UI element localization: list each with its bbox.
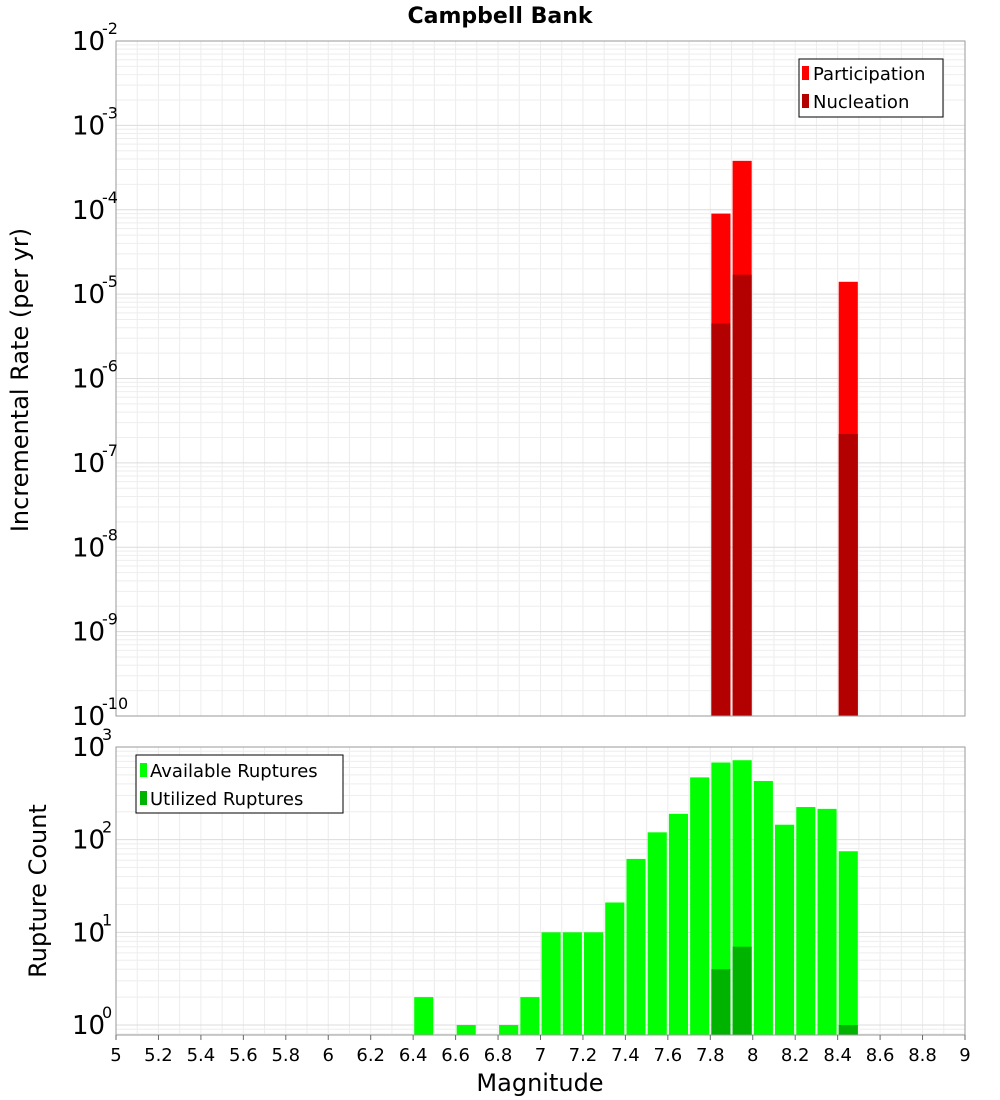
bottom-bar-primary (584, 932, 604, 1035)
top-y-tick-exp: -3 (102, 103, 118, 122)
bottom-bars (414, 760, 858, 1035)
bottom-y-tick-base: 10 (72, 826, 105, 856)
bottom-y-tick-exp: 0 (102, 1003, 112, 1022)
x-tick-label: 6.4 (399, 1045, 428, 1066)
bottom-x-ticks: 5 5.2 5.4 5.6 5.8 6 6.2 6.4 6.6 6.8 7 7.2 7.4 7.6 7.8 8… (110, 1035, 971, 1066)
x-tick-label: 6.2 (356, 1045, 385, 1066)
legend-label-utilized: Utilized Ruptures (150, 789, 303, 810)
legend-label-participation: Participation (813, 64, 925, 85)
top-bar-secondary (838, 433, 858, 716)
bottom-bar-secondary (711, 969, 731, 1035)
top-legend: Participation Nucleation (798, 58, 944, 118)
bottom-bar-primary (668, 813, 689, 1035)
x-tick-label: 8 (747, 1045, 758, 1066)
top-y-tick-base: 10 (72, 702, 105, 732)
bottom-bar-primary (562, 932, 582, 1035)
bottom-bar-primary (711, 762, 731, 1035)
x-tick-label: 5.6 (229, 1045, 258, 1066)
top-y-axis-label: Incremental Rate (per yr) (6, 228, 34, 532)
x-tick-label: 9 (959, 1045, 970, 1066)
bottom-bar-primary (690, 777, 710, 1035)
legend-swatch-utilized (140, 791, 147, 805)
bottom-y-tick-exp: 1 (102, 910, 112, 929)
bottom-bar-primary (541, 932, 561, 1035)
bottom-y-axis-label: Rupture Count (24, 804, 52, 978)
bottom-y-tick-exp: 2 (102, 818, 112, 837)
legend-swatch-nucleation (802, 94, 809, 108)
x-tick-label: 8.8 (908, 1045, 937, 1066)
bottom-bar-primary (626, 858, 646, 1035)
top-y-tick-exp: -10 (102, 694, 128, 713)
x-tick-label: 8.2 (781, 1045, 810, 1066)
bottom-y-tick-base: 10 (72, 918, 105, 948)
bottom-bar-primary (520, 997, 540, 1035)
bottom-bar-primary (647, 832, 667, 1035)
legend-swatch-available (140, 763, 147, 777)
bottom-bar-primary (499, 1025, 519, 1035)
x-tick-label: 7 (535, 1045, 546, 1066)
top-y-tick-exp: -8 (102, 525, 118, 544)
x-tick-label: 8.6 (866, 1045, 895, 1066)
top-plot-border (115, 40, 966, 717)
top-y-tick-exp: -6 (102, 357, 118, 376)
x-tick-label: 5.2 (144, 1045, 173, 1066)
legend-label-available: Available Ruptures (150, 761, 318, 782)
top-y-tick-exp: -9 (102, 610, 118, 629)
x-tick-label: 7.4 (611, 1045, 640, 1066)
x-tick-label: 6.6 (441, 1045, 470, 1066)
top-legend-box (798, 58, 944, 118)
top-y-tick-base: 10 (72, 196, 105, 226)
bottom-bar-primary (796, 807, 816, 1035)
bottom-legend-box (135, 754, 344, 814)
top-bar-secondary (732, 274, 752, 716)
top-grid (115, 41, 966, 717)
top-y-tick-exp: -7 (102, 441, 118, 460)
chart-title: Campbell Bank (408, 4, 594, 29)
top-y-tick-base: 10 (72, 111, 105, 141)
top-y-tick-base: 10 (72, 365, 105, 395)
x-tick-label: 7.2 (569, 1045, 598, 1066)
bottom-y-tick-base: 10 (72, 733, 105, 763)
bottom-bar-primary (456, 1025, 476, 1035)
bottom-bar-primary (838, 851, 858, 1035)
x-tick-label: 5.4 (187, 1045, 216, 1066)
bottom-y-tick-base: 10 (72, 1011, 105, 1041)
top-y-tick-base: 10 (72, 533, 105, 563)
x-tick-label: 6.8 (484, 1045, 513, 1066)
bottom-bar-primary (817, 808, 837, 1035)
bottom-y-tick-exp: 3 (102, 725, 112, 744)
top-bars (711, 160, 858, 717)
top-y-tick-base: 10 (72, 280, 105, 310)
top-y-tick-base: 10 (72, 618, 105, 648)
x-tick-label: 6 (323, 1045, 334, 1066)
bottom-legend: Available Ruptures Utilized Ruptures (135, 754, 344, 814)
bottom-bar-secondary (838, 1025, 858, 1035)
legend-swatch-participation (802, 66, 809, 80)
top-y-tick-base: 10 (72, 27, 105, 57)
top-y-tick-exp: -4 (102, 188, 118, 207)
top-y-tick-exp: -2 (102, 19, 118, 38)
x-axis-label: Magnitude (476, 1069, 603, 1097)
top-y-tick-exp: -5 (102, 272, 118, 291)
x-tick-label: 5.8 (271, 1045, 300, 1066)
legend-label-nucleation: Nucleation (813, 92, 909, 113)
top-bar-secondary (711, 323, 731, 716)
bottom-bar-primary (775, 824, 795, 1035)
top-y-tick-base: 10 (72, 449, 105, 479)
bottom-bar-primary (753, 780, 773, 1035)
x-tick-label: 7.8 (696, 1045, 725, 1066)
x-tick-label: 8.4 (823, 1045, 852, 1066)
x-tick-label: 7.6 (654, 1045, 683, 1066)
bottom-bar-primary (414, 997, 434, 1035)
bottom-bar-primary (605, 902, 625, 1035)
x-tick-label: 5 (110, 1045, 121, 1066)
bottom-bar-secondary (732, 946, 752, 1035)
